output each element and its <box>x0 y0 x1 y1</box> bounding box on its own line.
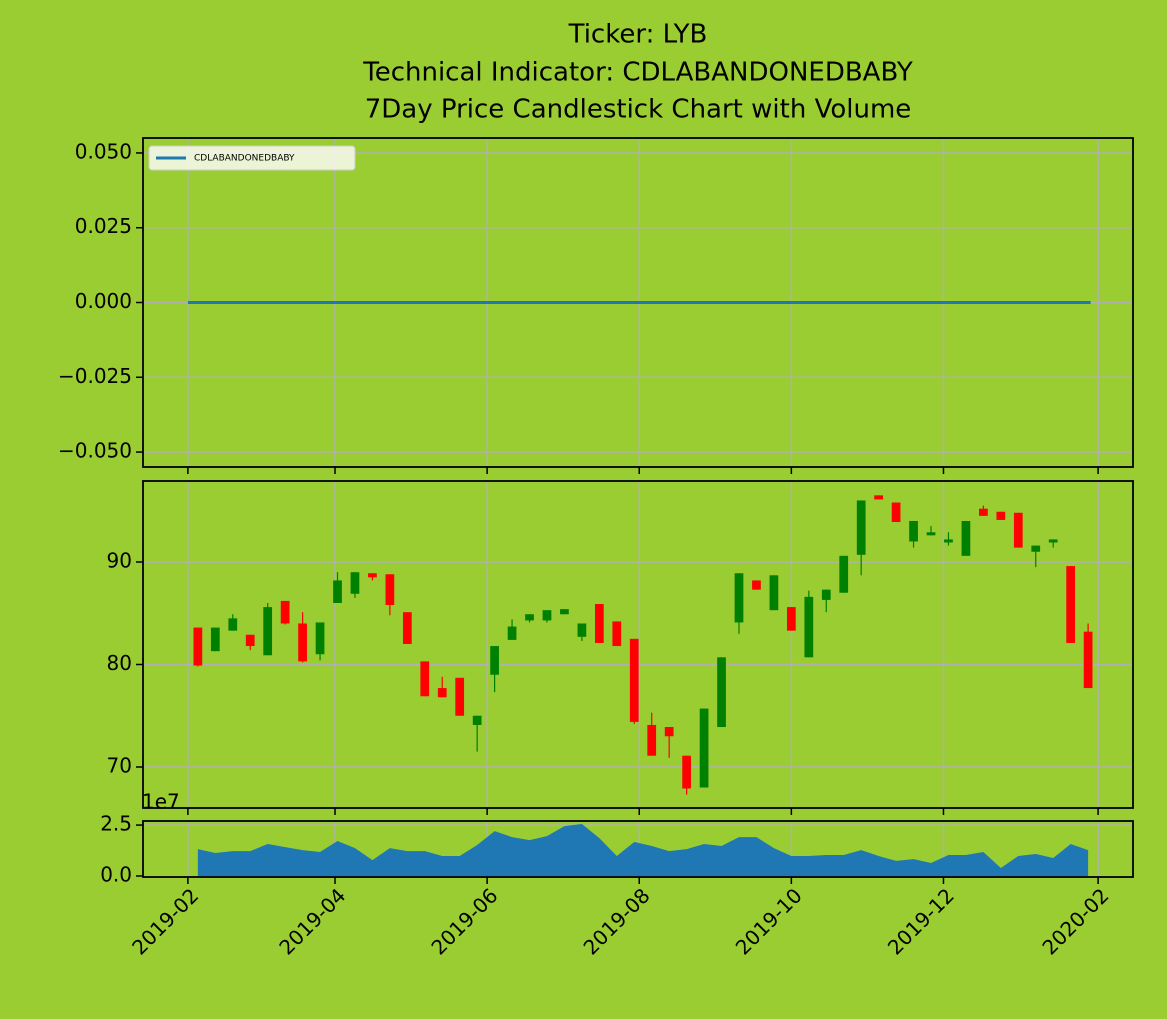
candle-body <box>717 657 726 728</box>
legend-label: CDLABANDONEDBABY <box>194 154 295 164</box>
candle-body <box>490 646 499 675</box>
candle-body <box>577 623 587 637</box>
candle-body <box>315 622 325 655</box>
candle-body <box>333 580 342 603</box>
candle-body <box>420 661 430 697</box>
candle-body <box>525 614 534 621</box>
candle-body <box>874 495 884 500</box>
candle-body <box>752 580 761 590</box>
candle-body <box>839 555 849 593</box>
candle-body <box>734 573 744 623</box>
candle-body <box>298 623 307 662</box>
y-tick-label: 90 <box>107 548 132 572</box>
candle-body <box>385 574 395 606</box>
candle-body <box>507 626 517 640</box>
candle-body <box>682 755 691 789</box>
candle-body <box>629 638 639 722</box>
candle-body <box>647 724 657 756</box>
candle-body <box>891 502 901 523</box>
candle-body <box>996 511 1006 520</box>
candle-body <box>193 627 203 666</box>
candle-body <box>961 520 971 556</box>
candle-body <box>280 600 290 624</box>
y-tick-label: 2.5 <box>100 812 132 836</box>
title-line: 7Day Price Candlestick Chart with Volume <box>365 95 912 125</box>
candle-body <box>350 572 360 594</box>
candle-body <box>472 715 482 725</box>
candle-body <box>856 500 866 555</box>
legend-box <box>148 145 356 171</box>
candle-body <box>368 573 377 578</box>
candle-body <box>437 688 447 698</box>
y-tick-label: 0.000 <box>75 289 132 313</box>
candle-body <box>542 610 552 621</box>
candle-body <box>909 520 918 542</box>
candle-body <box>560 609 569 615</box>
axes-frame <box>142 137 1134 468</box>
candle-body <box>1083 631 1093 689</box>
y-tick-label: −0.050 <box>58 439 132 463</box>
axis-offset-label: 1e7 <box>142 790 180 814</box>
y-tick-label: 0.0 <box>100 862 132 886</box>
volume-area <box>197 824 1089 876</box>
title-line: Ticker: LYB <box>568 20 708 50</box>
axes-frame <box>142 480 1134 809</box>
candle-body <box>263 607 273 656</box>
candle-body <box>594 604 604 643</box>
y-tick-label: −0.025 <box>58 364 132 388</box>
candle-body <box>228 618 238 631</box>
candle-body <box>210 627 220 652</box>
candle-body <box>1048 539 1058 543</box>
candle-body <box>699 708 709 788</box>
candle-body <box>402 612 412 644</box>
candle-body <box>979 508 988 516</box>
candle-body <box>612 621 622 647</box>
y-tick-label: 0.050 <box>75 139 132 163</box>
y-tick-label: 70 <box>107 753 132 777</box>
candle-body <box>1013 512 1023 548</box>
y-tick-label: 0.025 <box>75 214 132 238</box>
axes-frame <box>142 820 1134 878</box>
title-line: Technical Indicator: CDLABANDONEDBABY <box>362 58 913 88</box>
candle-body <box>821 589 831 600</box>
candle-body <box>1031 545 1041 552</box>
candle-body <box>804 596 814 658</box>
candle-body <box>664 727 674 737</box>
candle-body <box>944 539 953 543</box>
candle-body <box>245 634 255 647</box>
candle-body <box>1066 566 1076 643</box>
candle-body <box>769 575 779 611</box>
candle-body <box>455 677 465 716</box>
candle-body <box>786 607 796 631</box>
y-tick-label: 80 <box>107 651 132 675</box>
candle-body <box>926 532 936 536</box>
